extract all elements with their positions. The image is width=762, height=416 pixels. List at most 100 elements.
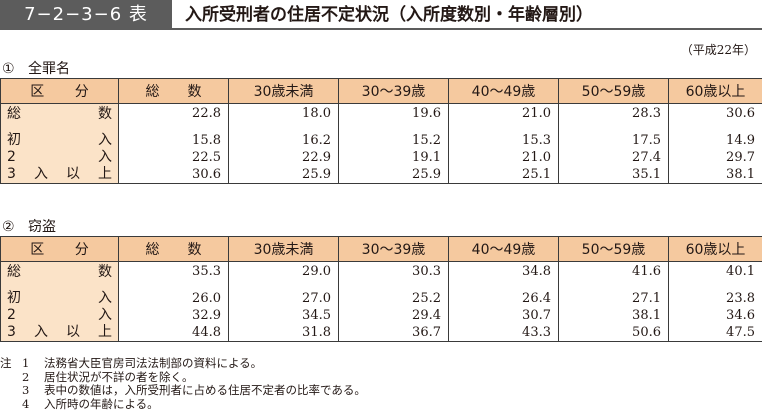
row-label: 3 入 以 上 [0,324,119,342]
value-cell: 26.4 [448,290,559,307]
table-row: 初入 26.0 27.0 25.2 26.4 27.1 23.8 [0,290,762,307]
row-label-text: 初入 [7,290,112,307]
row-label-text: 3 入 以 上 [7,166,112,183]
value-cell: 43.3 [448,324,559,342]
value-cell: 26.0 [118,290,229,307]
spacer-cell [558,282,669,290]
value-cell: 17.5 [558,132,669,149]
spacer-cell [228,282,339,290]
row-label-char: 総 [7,106,21,122]
note-text: 居住状況が不詳の者を除く。 [44,369,194,384]
row-label-char: 入 [33,324,48,340]
value-cell: 18.0 [228,103,339,124]
column-header: 30歳未満 [228,236,339,262]
value-cell: 34.8 [448,261,559,282]
value-cell: 30.3 [338,261,449,282]
row-label-char: 入 [98,307,112,323]
value-cell: 22.9 [228,149,339,166]
table-header: 7−2−3−6 表 入所受刑者の住居不定状況（入所度数別・年齢層別） [0,0,762,30]
note-row-2: 2 居住状況が不詳の者を除く。 [0,369,366,385]
spacer-cell [338,282,449,290]
value-cell: 25.1 [448,166,559,184]
row-label-char: 上 [97,166,112,182]
row-label-char: 3 [7,324,16,340]
table-row: 総数 22.8 18.0 19.6 21.0 28.3 30.6 [0,103,762,124]
note-row-3: 3 表中の数値は，入所受刑者に占める住居不定者の比率である。 [0,383,366,398]
row-label-char: 総 [7,264,21,280]
row-label: 初入 [0,290,119,307]
column-header: 60歳以上 [668,236,762,262]
kubun-char: 区 [30,84,45,100]
value-cell: 31.8 [228,324,339,342]
value-cell: 30.6 [668,103,762,124]
value-cell: 27.0 [228,290,339,307]
row-label-char: 入 [98,149,112,165]
row-label-char: 以 [65,324,80,340]
value-cell: 35.3 [118,261,229,282]
value-cell: 50.6 [558,324,669,342]
column-header: 50～59歳 [558,236,669,262]
table-number-tag: 7−2−3−6 表 [0,0,172,30]
table-row: 総数 35.3 29.0 30.3 34.8 41.6 40.1 [0,261,762,282]
section-name: 全罪名 [28,61,70,77]
column-header: 50～59歳 [558,78,669,104]
header-row: 区分総 数 30歳未満 30～39歳 40～49歳 50～59歳 60歳以上 [0,78,762,104]
value-cell: 34.6 [668,307,762,324]
value-cell: 38.1 [558,307,669,324]
kubun-header: 区分 [0,78,119,104]
note-number: 4 [22,396,30,411]
value-cell: 34.5 [228,307,339,324]
spacer-cell [448,124,559,132]
row-label-char: 入 [33,166,48,182]
spacer-row [0,124,762,132]
year-note: （平成22年） [680,43,756,57]
spacer-cell [558,124,669,132]
value-cell: 23.8 [668,290,762,307]
value-cell: 29.7 [668,149,762,166]
value-cell: 15.2 [338,132,449,149]
row-label-char: 上 [97,324,112,340]
table-row: 初入 15.8 16.2 15.2 15.3 17.5 14.9 [0,132,762,149]
value-cell: 22.5 [118,149,229,166]
value-cell: 38.1 [668,166,762,184]
row-label-text: 3 入 以 上 [7,324,112,341]
value-cell: 16.2 [228,132,339,149]
row-label: 総数 [0,103,119,124]
table-row: 2 入 32.9 34.5 29.4 30.7 38.1 34.6 [0,307,762,324]
note-prefix: 注 [0,356,12,370]
value-cell: 40.1 [668,261,762,282]
row-label: 総数 [0,261,119,282]
spacer-cell [228,124,339,132]
value-cell: 22.8 [118,103,229,124]
data-table: 区分総 数 30歳未満 30～39歳 40～49歳 50～59歳 60歳以上総数 35.3 2… [0,236,762,342]
row-label-char: 初 [7,290,21,306]
note-row-1: 注 1 法務省大臣官房司法法制部の資料による。 [0,356,366,371]
column-header: 60歳以上 [668,78,762,104]
table-row: 3 入以上 30.6 25.9 25.9 25.1 35.1 38.1 [0,166,762,184]
row-label-char: 2 [7,307,16,323]
spacer-cell [448,282,559,290]
note-text: 法務省大臣官房司法法制部の資料による。 [44,356,263,370]
row-label-text: 総数 [7,262,112,282]
section-number: ② [2,219,15,235]
value-cell: 27.4 [558,149,669,166]
data-table: 区分総 数 30歳未満 30～39歳 40～49歳 50～59歳 60歳以上総数 22.8 1… [0,78,762,184]
section-title: ① 全罪名 [0,58,70,78]
notes: 注 1 法務省大臣官房司法法制部の資料による。 2 居住状況が不詳の者を除く。 … [0,356,366,412]
row-label: 初入 [0,132,119,149]
column-header: 総 数 [118,78,229,104]
value-cell: 15.8 [118,132,229,149]
value-cell: 25.2 [338,290,449,307]
note-text: 入所時の年齢による。 [44,396,159,411]
note-row-4: 4 入所時の年齢による。 [0,396,366,412]
value-cell: 28.3 [558,103,669,124]
spacer-cell [0,124,119,132]
value-cell: 29.4 [338,307,449,324]
row-label-text: 総数 [7,104,112,124]
spacer-cell [338,124,449,132]
column-header: 40～49歳 [448,236,559,262]
section-name: 窃盗 [28,219,56,235]
spacer-cell [118,282,229,290]
